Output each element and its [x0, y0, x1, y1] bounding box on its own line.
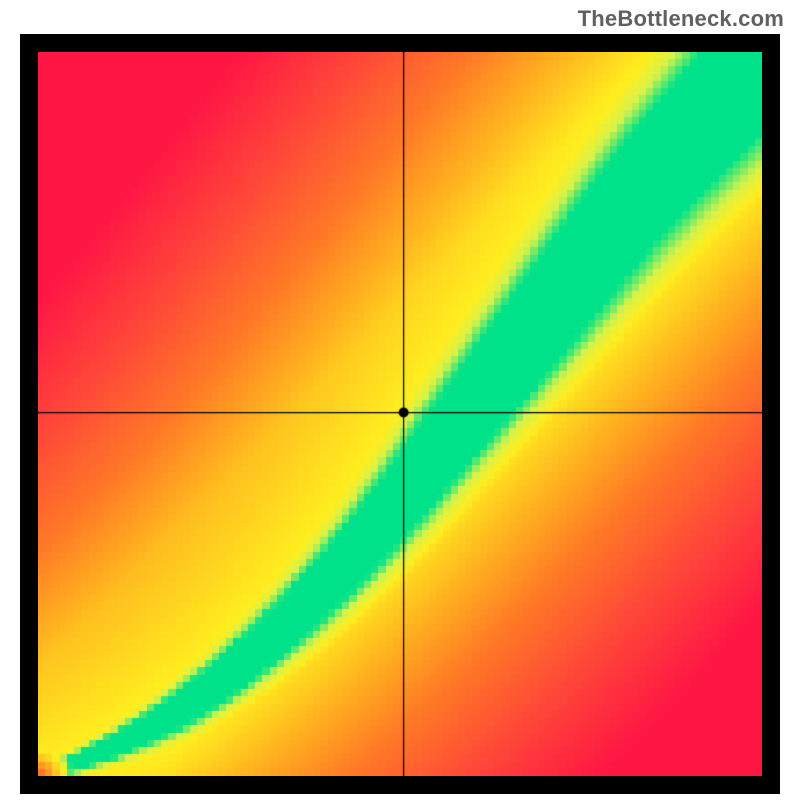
bottleneck-heatmap — [38, 52, 762, 776]
watermark: TheBottleneck.com — [578, 6, 784, 32]
chart-stage: TheBottleneck.com — [0, 0, 800, 800]
chart-outer-frame — [20, 34, 780, 794]
